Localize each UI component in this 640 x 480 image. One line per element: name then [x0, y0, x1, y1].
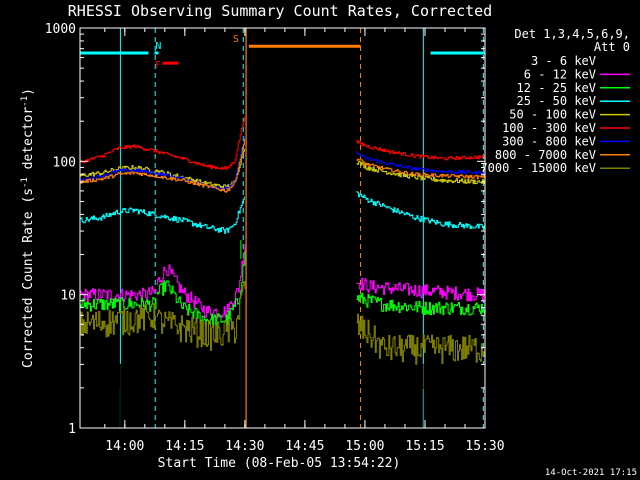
axis-layer: 14:00 14:15 14:30 14:45 15:00 15:15 15:30 1 10 10… — [45, 22, 505, 454]
series-line-0 — [410, 363, 485, 429]
series-line-1 — [356, 277, 485, 302]
legend-item-label: 3 - 6 keV — [531, 54, 596, 68]
plot-frame — [79, 27, 486, 429]
y-axis-label: Corrected Count Rate (s-1 detector-1) — [20, 88, 36, 368]
series-line-0 — [80, 363, 153, 429]
y-axis-label-end: ) — [21, 88, 36, 96]
series-line-6 — [356, 151, 485, 175]
legend-item-label: 12 - 25 keV — [517, 81, 596, 95]
x-tick-label: 14:15 — [165, 439, 204, 454]
legend-item-label: 50 - 100 keV — [509, 108, 596, 122]
series-line-3 — [80, 196, 245, 234]
series-line-8 — [356, 313, 485, 365]
x-tick-label: 14:00 — [105, 439, 144, 454]
series-line-6 — [80, 135, 245, 190]
series-line-7 — [356, 158, 485, 180]
y-tick-label: 100 — [53, 155, 76, 170]
legend-item-label: 300 - 800 keV — [502, 134, 596, 148]
series-line-4 — [356, 161, 485, 185]
y-axis-label-mid: detector — [21, 107, 36, 178]
x-tick-label: 15:00 — [345, 439, 384, 454]
y-axis-label-main: Corrected Count Rate (s — [21, 188, 36, 368]
legend-item-label: 6 - 12 keV — [524, 67, 596, 81]
x-tick-label: 14:45 — [285, 439, 324, 454]
timestamp: 14-Oct-2021 17:15 — [545, 468, 637, 478]
series-line-4 — [80, 148, 245, 190]
state-bar-label: S — [233, 34, 239, 45]
legend-header: Det 1,3,4,5,6,9, — [514, 27, 630, 41]
legend-item-label: 100 - 300 keV — [502, 121, 596, 135]
series-line-2 — [356, 292, 485, 316]
chart-title: RHESSI Observing Summary Count Rates, Co… — [68, 2, 492, 20]
legend-item-label: 25 - 50 keV — [517, 94, 596, 108]
state-bar-label: F — [154, 60, 160, 71]
legend-item-label: 800 - 7000 keV — [495, 148, 596, 162]
series-line-5 — [80, 116, 245, 170]
y-tick-label: 10 — [60, 289, 76, 304]
y-tick-label: 1000 — [45, 22, 76, 37]
x-axis-label: Start Time (08-Feb-05 13:54:22) — [158, 456, 401, 471]
legend-item-label: 7000 - 15000 keV — [480, 161, 596, 175]
series-layer — [80, 116, 485, 429]
y-tick-label: 1 — [68, 422, 76, 437]
series-line-1 — [156, 244, 246, 318]
series-line-7 — [80, 138, 245, 193]
x-tick-label: 14:30 — [225, 439, 264, 454]
series-line-8 — [80, 302, 157, 338]
y-axis-label-sup1: -1 — [20, 177, 30, 188]
state-bar-label: N — [155, 41, 161, 52]
x-tick-label: 15:15 — [405, 439, 444, 454]
series-line-8 — [156, 281, 246, 351]
legend-attenuator: Att 0 — [594, 40, 630, 54]
x-tick-label: 15:30 — [465, 439, 504, 454]
series-line-5 — [356, 139, 485, 161]
y-axis-label-sup2: -1 — [20, 96, 30, 107]
series-line-3 — [356, 191, 485, 230]
